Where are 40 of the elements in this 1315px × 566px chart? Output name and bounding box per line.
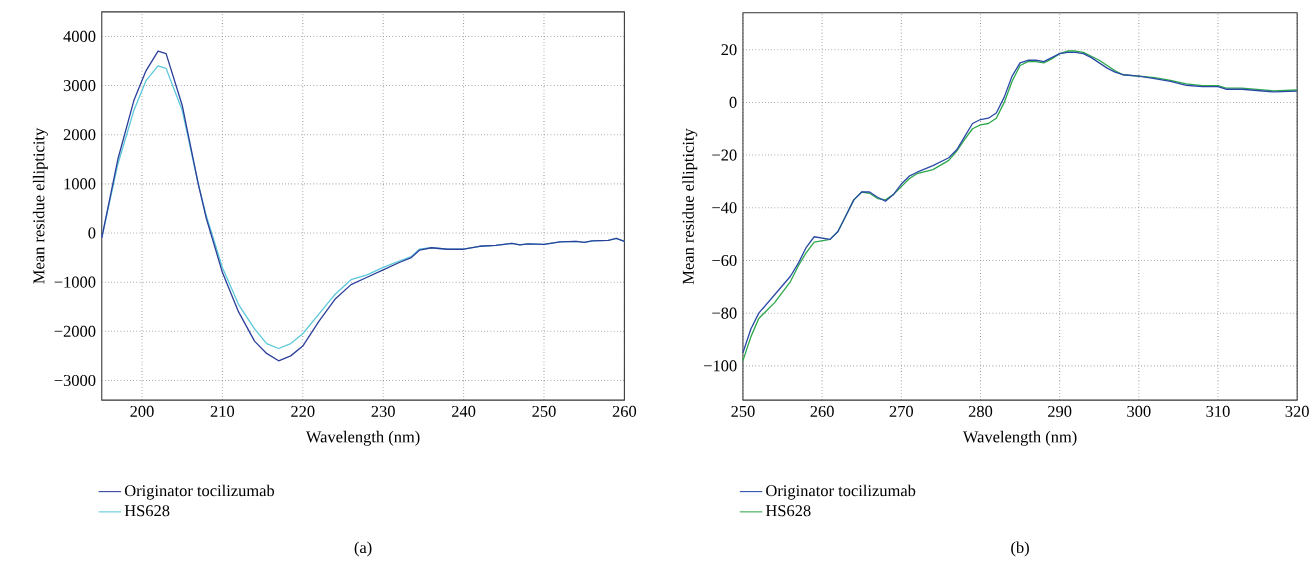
legend-label: Originator tocilizumab [124, 484, 275, 500]
x-tick-label: 240 [451, 405, 476, 417]
x-tick-label: 270 [889, 405, 914, 417]
y-tick-label: −100 [704, 360, 737, 372]
y-tick-label: −40 [712, 202, 737, 214]
x-tick-label: 310 [1206, 405, 1230, 417]
x-tick-label: 260 [810, 405, 834, 417]
y-tick-label: 4000 [63, 30, 96, 42]
x-tick-label: 210 [210, 405, 235, 417]
y-tick-label: 20 [721, 44, 737, 56]
x-tick-label: 290 [1048, 405, 1072, 417]
text: (a) [354, 541, 372, 557]
y-tick-label: −2000 [54, 325, 96, 337]
y-tick-label: 3000 [63, 79, 96, 92]
y-tick-label: 0 [88, 227, 96, 239]
y-axis-title: Mean residue ellipticity [32, 127, 48, 284]
x-tick-label: 230 [371, 405, 395, 417]
x-tick-label: 220 [291, 405, 315, 417]
legend-label: Originator tocilizumab [766, 484, 916, 500]
x-tick-label: 260 [612, 405, 637, 417]
y-tick-label: −20 [712, 149, 737, 161]
legend-label: HS628 [124, 505, 170, 517]
y-axis-title: Mean residue ellipticity [682, 128, 698, 285]
x-tick-label: 280 [968, 405, 993, 417]
legend-label: HS628 [765, 505, 811, 517]
x-tick-label: 250 [731, 405, 755, 417]
y-tick-label: −1000 [54, 276, 96, 288]
x-tick-label: 200 [130, 405, 154, 417]
y-tick-label: −3000 [54, 374, 96, 386]
x-tick-label: 250 [532, 405, 556, 417]
y-tick-label: 0 [729, 96, 737, 108]
x-axis-title: Wavelength (nm) [962, 430, 1077, 446]
text: (b) [1011, 541, 1029, 557]
y-tick-label: −60 [712, 254, 737, 267]
y-tick-label: −80 [712, 307, 737, 319]
y-tick-label: 2000 [63, 129, 96, 141]
x-tick-label: 320 [1285, 405, 1309, 417]
x-axis-title: Wavelength (nm) [305, 430, 420, 446]
y-tick-label: 1000 [64, 178, 96, 190]
x-tick-label: 300 [1127, 405, 1151, 417]
